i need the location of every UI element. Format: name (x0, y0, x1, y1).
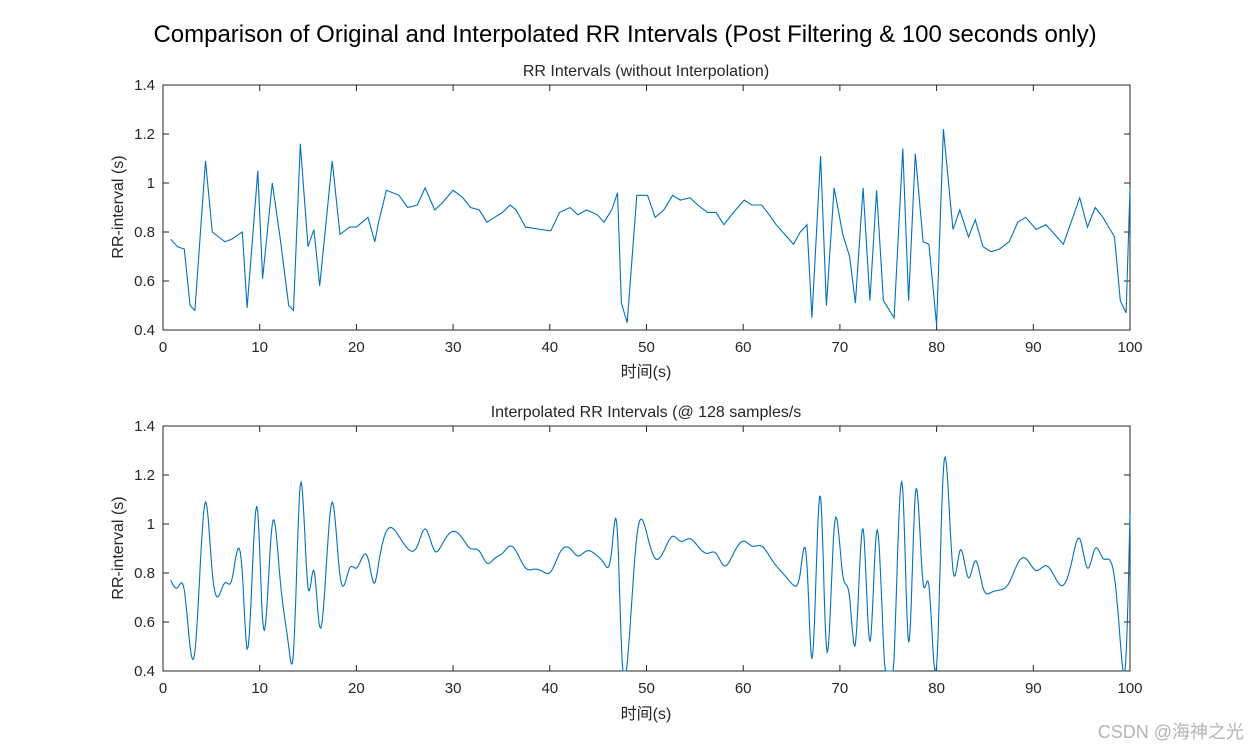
subplot-interpolated-xtick-label: 40 (541, 680, 558, 697)
subplot-original-xtick-label: 40 (541, 339, 558, 356)
subplot-original-xtick-label: 0 (159, 339, 167, 356)
subplot-original-xlabel: 时间(s) (621, 363, 672, 381)
subplot-original-axes-box (162, 84, 1131, 331)
subplot-original-title: RR Intervals (without Interpolation) (523, 63, 769, 80)
subplot-interpolated-title: Interpolated RR Intervals (@ 128 samples… (491, 404, 802, 421)
subplot-interpolated-axes-box (162, 425, 1131, 672)
subplot-original-xtick-label: 60 (735, 339, 752, 356)
subplot-original-xtick-label: 90 (1025, 339, 1042, 356)
subplot-interpolated: Interpolated RR Intervals (@ 128 samples… (110, 404, 1143, 723)
subplot-interpolated-xtick-label: 50 (638, 680, 655, 697)
subplot-interpolated-xtick-label: 80 (928, 680, 945, 697)
subplot-interpolated-ticks: 0 10 20 30 40 50 60 70 80 90 100 0.4 0.6 0.8 1 1.2 1.4 (134, 418, 1142, 697)
subplot-original-xtick-label: 10 (251, 339, 268, 356)
subplot-original-ylabel: RR-interval (s) (110, 155, 127, 258)
subplot-interpolated-xtick-label: 10 (251, 680, 268, 697)
subplot-interpolated-ylabel: RR-interval (s) (110, 496, 127, 599)
subplot-original-ytick-label: 0.6 (134, 273, 155, 290)
subplot-interpolated-xtick-label: 60 (735, 680, 752, 697)
subplot-original-xtick-label: 80 (928, 339, 945, 356)
subplot-original-ytick-label: 0.4 (134, 322, 155, 339)
subplot-interpolated-ytick-label: 0.6 (134, 614, 155, 631)
subplot-original-xtick-label: 30 (445, 339, 462, 356)
subplot-interpolated-xtick-label: 90 (1025, 680, 1042, 697)
subplot-original-ytick-label: 1.4 (134, 77, 155, 94)
subplot-original-ytick-label: 1 (147, 175, 155, 192)
subplot-original-ytick-label: 1.2 (134, 126, 155, 143)
subplot-original-xtick-label: 70 (832, 339, 849, 356)
subplot-original-ytick-label: 0.8 (134, 224, 155, 241)
subplot-interpolated-xtick-label: 20 (348, 680, 365, 697)
figure-title: Comparison of Original and Interpolated … (153, 21, 1096, 48)
subplot-original-xtick-label: 20 (348, 339, 365, 356)
subplot-interpolated-ytick-label: 0.4 (134, 663, 155, 680)
watermark: CSDN @海神之光 (1098, 722, 1244, 742)
subplot-original-ticks: 0 10 20 30 40 50 60 70 80 90 100 0.4 0.6 0.8 1 1.2 1.4 (134, 77, 1142, 356)
subplot-interpolated-ytick-label: 0.8 (134, 565, 155, 582)
subplot-interpolated-ytick-label: 1.4 (134, 418, 155, 435)
subplot-interpolated-series-line (170, 455, 1131, 672)
subplot-interpolated-xtick-label: 0 (159, 680, 167, 697)
subplot-interpolated-ytick-label: 1.2 (134, 467, 155, 484)
subplot-original-xtick-label: 50 (638, 339, 655, 356)
subplot-interpolated-xtick-label: 70 (832, 680, 849, 697)
subplot-interpolated-xtick-label: 100 (1117, 680, 1142, 697)
subplot-original-xtick-label: 100 (1117, 339, 1142, 356)
subplot-interpolated-xtick-label: 30 (445, 680, 462, 697)
subplot-interpolated-xlabel: 时间(s) (621, 705, 672, 723)
subplot-original-series-line (170, 129, 1131, 326)
subplot-original: RR Intervals (without Interpolation) 0 10… (110, 63, 1143, 381)
subplot-interpolated-ytick-label: 1 (147, 516, 155, 533)
